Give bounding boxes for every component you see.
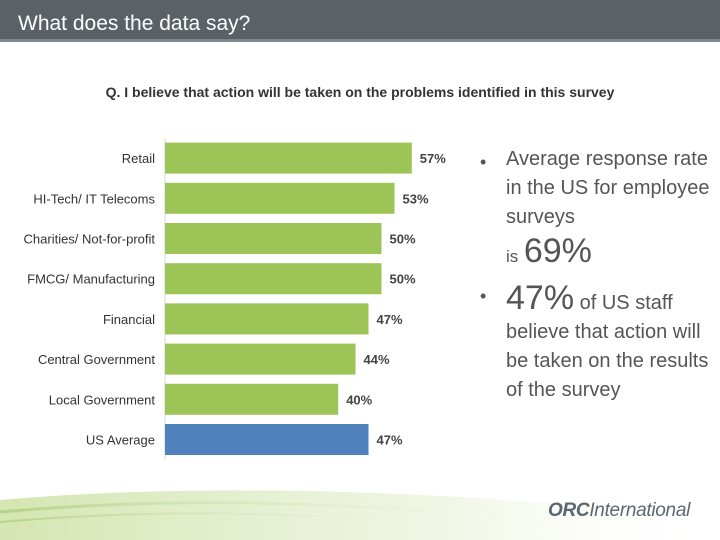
bullet-dot-icon: • [480,152,487,172]
category-label-3: FMCG/ Manufacturing [27,272,155,287]
category-label-6: Local Government [49,392,156,407]
data-label-0: 57% [420,151,446,166]
footer-swoosh [0,490,720,540]
key-findings: • Average response rate in the US for em… [478,145,710,405]
category-label-2: Charities/ Not-for-profit [24,232,156,247]
data-label-7: 47% [377,433,403,448]
category-label-0: Retail [122,151,155,166]
action-belief-text-rest: believe that action will be taken on the… [506,321,709,401]
bullet-response-rate: • Average response rate in the US for em… [478,145,710,271]
bar-2 [165,223,382,254]
data-label-3: 50% [390,272,416,287]
orc-international-logo: ORCInternational [548,500,690,522]
bar-chart: Retail 57% HI-Tech/ IT Telecoms 53% Charitie… [24,138,446,460]
bar-3 [165,263,382,295]
logo-international: International [589,500,691,521]
slide-title: What does the data say? [18,12,251,35]
header-bar: What does the data say? [0,0,720,42]
data-label-5: 44% [364,352,390,367]
data-label-4: 47% [377,312,403,327]
bar-6 [165,383,339,415]
bar-0 [165,142,412,174]
data-label-6: 40% [346,392,372,407]
action-belief-value: 47% [506,279,575,317]
logo-orc: ORC [548,500,590,521]
bar-1 [165,182,395,214]
data-label-1: 53% [402,191,428,206]
survey-question: Q. I believe that action will be taken o… [105,84,615,100]
bar-4 [165,303,369,335]
bullet-action-belief: • 47% of US staff believe that action wi… [478,279,710,405]
category-label-5: Central Government [38,352,155,367]
response-rate-text: Average response rate in the US for empl… [506,148,710,228]
response-rate-value: 69% [523,232,592,270]
bar-7 [165,424,369,455]
data-label-2: 50% [390,232,416,247]
action-belief-text-start: of US staff [579,292,673,314]
bullet-dot-icon: • [480,286,487,306]
response-rate-prefix: is [506,247,519,266]
category-label-1: HI-Tech/ IT Telecoms [33,191,155,206]
category-label-4: Financial [103,312,155,327]
bar-5 [165,343,356,375]
category-label-7: US Average [86,433,155,448]
